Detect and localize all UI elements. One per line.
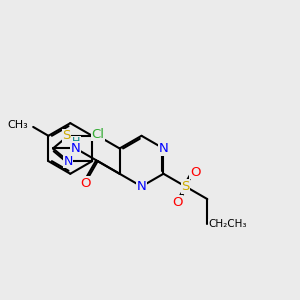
Text: N: N bbox=[159, 142, 168, 155]
Text: Cl: Cl bbox=[91, 128, 104, 141]
Text: S: S bbox=[62, 129, 71, 142]
Text: N: N bbox=[137, 180, 146, 193]
Text: O: O bbox=[80, 176, 90, 190]
Text: O: O bbox=[172, 196, 182, 209]
Text: H: H bbox=[72, 137, 80, 147]
Text: O: O bbox=[190, 166, 200, 179]
Text: S: S bbox=[181, 180, 190, 193]
Text: CH₂CH₃: CH₂CH₃ bbox=[209, 219, 248, 230]
Text: N: N bbox=[71, 142, 81, 155]
Text: N: N bbox=[64, 154, 73, 168]
Text: CH₃: CH₃ bbox=[7, 120, 28, 130]
